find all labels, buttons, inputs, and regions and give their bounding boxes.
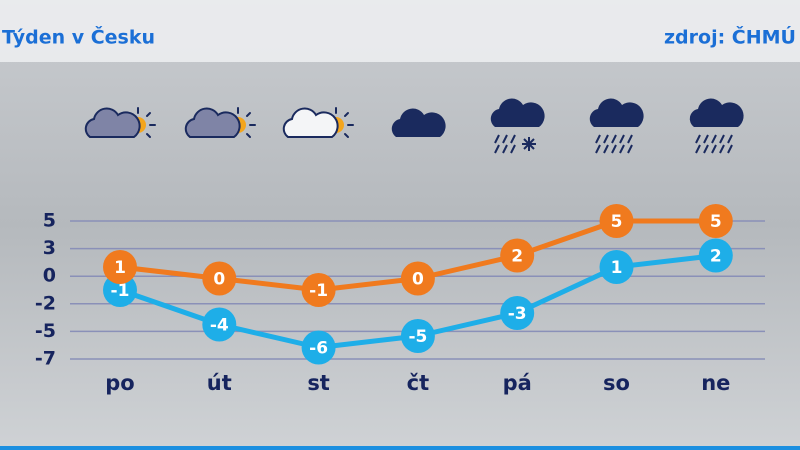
title: Týden v Česku xyxy=(2,25,155,49)
y-tick-label: -2 xyxy=(35,292,56,314)
point-marker xyxy=(202,307,237,342)
icon-rain xyxy=(689,98,744,154)
point-marker xyxy=(698,238,733,273)
data-label: 2 xyxy=(511,247,523,267)
y-tick-label: 3 xyxy=(43,237,56,259)
data-label: 0 xyxy=(412,270,424,290)
bottom-bar xyxy=(0,446,800,450)
data-label: 2 xyxy=(710,247,722,267)
y-tick-label: -7 xyxy=(35,348,56,370)
data-label: -5 xyxy=(408,327,427,347)
data-label: -3 xyxy=(508,304,527,324)
source: zdroj: ČHMÚ xyxy=(664,25,796,49)
data-label: -1 xyxy=(309,281,328,301)
point-marker xyxy=(103,250,137,284)
x-tick-label: čt xyxy=(407,371,430,395)
data-label: -6 xyxy=(309,339,328,359)
point-marker xyxy=(301,330,336,365)
header-band xyxy=(0,0,800,62)
x-tick-label: so xyxy=(603,371,630,395)
point-marker xyxy=(500,296,535,330)
y-tick-label: -5 xyxy=(35,320,56,342)
point-marker xyxy=(599,204,634,238)
point-marker xyxy=(202,261,237,296)
point-marker xyxy=(400,261,435,296)
data-label: -1 xyxy=(111,281,130,301)
data-label: 1 xyxy=(611,258,623,278)
x-tick-label: út xyxy=(207,371,232,395)
y-tick-label: 5 xyxy=(43,210,56,232)
data-label: 0 xyxy=(213,270,225,290)
x-tick-label: po xyxy=(105,371,134,395)
point-marker xyxy=(301,273,336,307)
data-label: 1 xyxy=(114,258,126,278)
point-marker xyxy=(400,319,435,353)
point-marker xyxy=(698,204,733,238)
icon-rain-snow xyxy=(490,98,545,154)
y-tick-label: 0 xyxy=(43,265,56,287)
data-label: 5 xyxy=(710,212,722,232)
x-tick-label: ne xyxy=(701,371,730,395)
data-label: 5 xyxy=(611,212,623,232)
x-tick-label: st xyxy=(307,371,330,395)
point-marker xyxy=(500,238,535,273)
icon-rain xyxy=(589,98,644,154)
weather-icons xyxy=(84,98,744,154)
x-tick-label: pá xyxy=(503,371,532,395)
data-label: -4 xyxy=(210,316,229,336)
point-marker xyxy=(599,250,634,284)
